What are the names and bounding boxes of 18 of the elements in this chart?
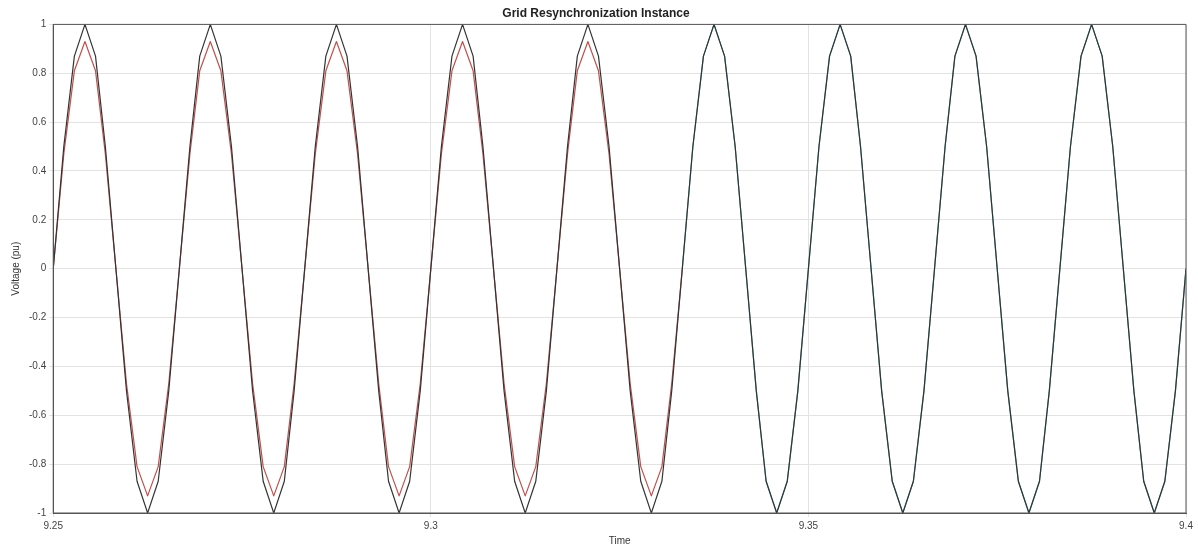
y-tick-label: 0.4 bbox=[32, 164, 47, 176]
y-tick-label: -1 bbox=[37, 506, 47, 518]
y-tick-label: -0.2 bbox=[29, 311, 47, 323]
y-tick-label: 0.6 bbox=[32, 115, 47, 127]
y-axis-title: Voltage (pu) bbox=[9, 241, 21, 296]
chart-title: Grid Resynchronization Instance bbox=[502, 5, 691, 20]
x-axis-title: Time bbox=[608, 534, 631, 546]
x-tick-label: 9.35 bbox=[798, 519, 819, 531]
y-tick-label: -0.8 bbox=[29, 457, 47, 469]
y-tick-label: 0.8 bbox=[32, 67, 47, 79]
y-tick-label: 0 bbox=[40, 262, 47, 274]
y-tick-label: 1 bbox=[40, 18, 47, 30]
y-tick-label: 0.2 bbox=[32, 213, 47, 225]
y-tick-label: -0.6 bbox=[29, 409, 47, 421]
x-tick-label: 9.3 bbox=[423, 519, 439, 531]
x-tick-label: 9.25 bbox=[43, 519, 64, 531]
y-tick-label: -0.4 bbox=[29, 360, 47, 372]
x-tick-label: 9.4 bbox=[1179, 519, 1194, 531]
